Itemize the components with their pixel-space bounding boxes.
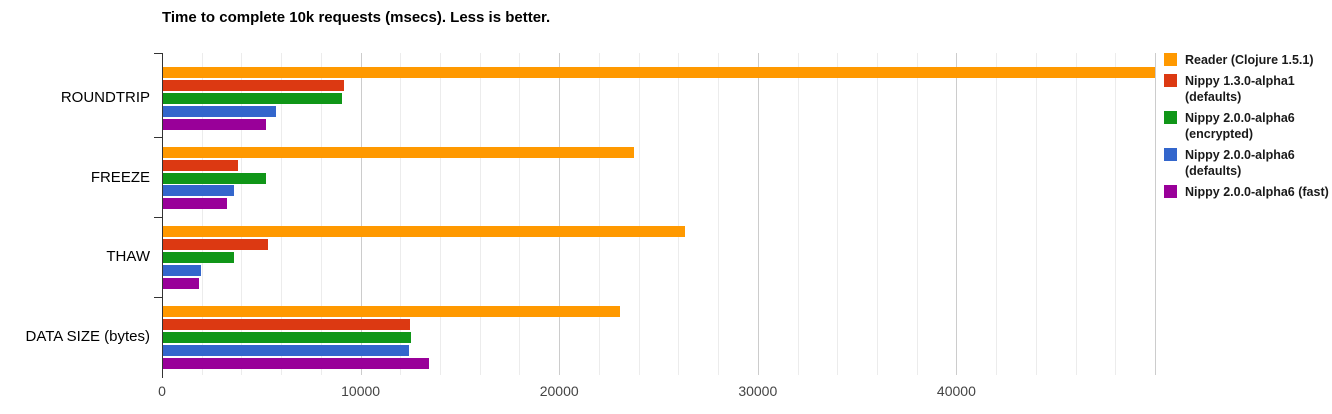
minor-gridline xyxy=(876,53,878,375)
minor-gridline xyxy=(996,53,998,375)
category-axis-tick xyxy=(154,297,162,298)
bar xyxy=(163,105,277,117)
legend-label: Nippy 2.0.0-alpha6 (encrypted) xyxy=(1185,110,1295,142)
x-axis-tick-label: 40000 xyxy=(936,383,976,399)
bar xyxy=(163,357,429,369)
minor-gridline xyxy=(320,53,322,375)
legend-item: Nippy 2.0.0-alpha6 (encrypted) xyxy=(1164,110,1332,143)
bar xyxy=(163,79,344,91)
legend-swatch xyxy=(1164,110,1177,124)
legend-label: Nippy 2.0.0-alpha6 (fast) xyxy=(1185,184,1329,199)
category-label: DATA SIZE (bytes) xyxy=(25,328,150,345)
bar xyxy=(163,318,411,330)
x-axis-tick-label: 0 xyxy=(158,383,166,399)
bar xyxy=(163,226,686,238)
legend-item: Nippy 1.3.0-alpha1 (defaults) xyxy=(1164,73,1332,106)
bar xyxy=(163,252,235,264)
legend-swatch xyxy=(1164,53,1177,66)
minor-gridline xyxy=(797,53,799,375)
legend-swatch xyxy=(1164,73,1177,87)
minor-gridline xyxy=(678,53,680,375)
x-axis-tick-label: 10000 xyxy=(341,383,381,399)
minor-gridline xyxy=(440,53,442,375)
minor-gridline xyxy=(1075,53,1077,375)
bar xyxy=(163,172,267,184)
major-gridline xyxy=(1155,53,1156,375)
minor-gridline xyxy=(1115,53,1117,375)
major-gridline xyxy=(956,53,958,375)
minor-gridline xyxy=(241,53,243,375)
category-axis-tick xyxy=(154,53,162,54)
legend-label: Nippy 1.3.0-alpha1 (defaults) xyxy=(1185,73,1295,105)
bar xyxy=(163,67,1155,78)
minor-gridline xyxy=(519,53,521,375)
bar xyxy=(163,118,267,130)
minor-gridline xyxy=(718,53,720,375)
legend-swatch xyxy=(1164,184,1177,198)
category-label: FREEZE xyxy=(90,168,150,186)
legend: Reader (Clojure 1.5.1) Nippy 1.3.0-alpha1… xyxy=(1164,52,1332,204)
bar xyxy=(163,198,227,210)
legend-label: Reader (Clojure 1.5.1) xyxy=(1185,53,1314,67)
bar xyxy=(163,331,412,343)
major-gridline xyxy=(360,53,362,375)
bar xyxy=(163,146,634,158)
bar xyxy=(163,185,234,197)
y-axis-line xyxy=(162,53,163,378)
minor-gridline xyxy=(201,53,203,375)
minor-gridline xyxy=(1035,53,1037,375)
bar xyxy=(163,344,410,356)
bar xyxy=(163,239,269,251)
legend-item: Reader (Clojure 1.5.1) xyxy=(1164,52,1332,69)
bar xyxy=(163,277,199,289)
minor-gridline xyxy=(837,53,839,375)
bar xyxy=(163,306,620,317)
bar xyxy=(163,265,201,276)
legend-label: Nippy 2.0.0-alpha6 (defaults) xyxy=(1185,147,1295,179)
minor-gridline xyxy=(281,53,283,375)
minor-gridline xyxy=(638,53,640,375)
bar xyxy=(163,92,342,104)
legend-item: Nippy 2.0.0-alpha6 (fast) xyxy=(1164,184,1332,201)
major-gridline xyxy=(559,53,561,375)
legend-swatch xyxy=(1164,147,1177,161)
category-label: ROUNDTRIP xyxy=(60,89,150,106)
legend-item: Nippy 2.0.0-alpha6 (defaults) xyxy=(1164,147,1332,180)
minor-gridline xyxy=(598,53,600,375)
x-axis-tick-label: 20000 xyxy=(539,383,579,399)
minor-gridline xyxy=(400,53,402,375)
x-axis-tick-label: 30000 xyxy=(738,383,778,399)
category-label: THAW xyxy=(106,248,150,266)
minor-gridline xyxy=(916,53,918,375)
minor-gridline xyxy=(479,53,481,375)
category-axis-tick xyxy=(154,217,162,218)
major-gridline xyxy=(757,53,759,375)
chart-title: Time to complete 10k requests (msecs). L… xyxy=(162,9,551,26)
category-axis-tick xyxy=(154,137,162,138)
bar xyxy=(163,159,239,171)
